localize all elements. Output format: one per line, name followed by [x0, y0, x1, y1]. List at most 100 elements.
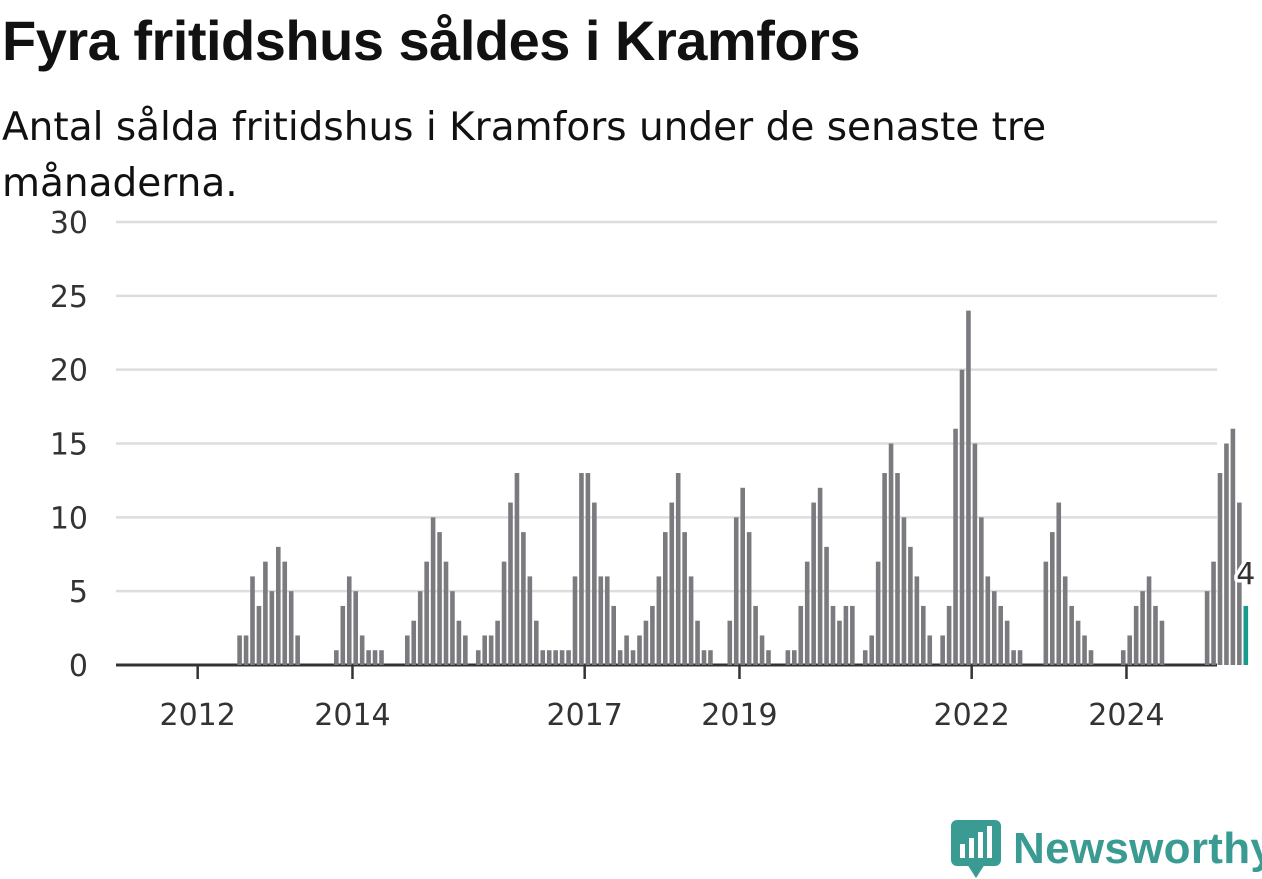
- bar: [430, 517, 436, 665]
- bar: [295, 635, 300, 665]
- bar: [792, 650, 797, 665]
- bar: [611, 605, 616, 665]
- bar: [359, 635, 365, 665]
- bar: [559, 650, 565, 665]
- bar: [959, 369, 965, 665]
- bar: [1211, 561, 1216, 665]
- y-axis-ticks: 0 5 10 15 20 25 30: [50, 206, 88, 684]
- bar: [521, 532, 526, 665]
- bar: [417, 591, 423, 665]
- bar: [921, 605, 926, 665]
- bar: [940, 635, 945, 665]
- bar: [753, 605, 758, 665]
- bar: [746, 532, 752, 665]
- bar: [1017, 650, 1023, 665]
- bar: [695, 620, 700, 665]
- bar: [1062, 576, 1068, 665]
- bar: [862, 650, 868, 665]
- bar: [966, 310, 971, 665]
- bar: [1140, 591, 1145, 665]
- bar: [495, 620, 500, 665]
- bar: [882, 473, 887, 665]
- bar: [837, 620, 842, 665]
- bar: [708, 650, 713, 665]
- bar: [953, 428, 958, 665]
- bar: [650, 605, 655, 665]
- bar: [346, 576, 352, 665]
- bar: [998, 605, 1003, 665]
- bar: [811, 502, 816, 665]
- y-tick-label: 5: [69, 575, 88, 610]
- bar: [411, 620, 417, 665]
- bar: [785, 650, 791, 665]
- bar: [888, 443, 894, 665]
- bar: [463, 635, 468, 665]
- bar: [572, 576, 578, 665]
- bar: [895, 473, 900, 665]
- bar: [1082, 635, 1087, 665]
- bar: [1146, 576, 1152, 665]
- bar: [688, 576, 694, 665]
- highlight-bar: [1243, 605, 1249, 665]
- x-tick-label: 2024: [1088, 698, 1164, 733]
- bar: [869, 635, 874, 665]
- y-tick-label: 15: [50, 428, 88, 463]
- x-tick-label: 2017: [546, 698, 622, 733]
- brand-logo: Newsworthy: [951, 820, 1262, 878]
- bar: [604, 576, 610, 665]
- bar: [733, 517, 739, 665]
- bar: [624, 635, 629, 665]
- bar: [598, 576, 604, 665]
- bar: [1088, 650, 1094, 665]
- bar: [250, 576, 255, 665]
- newsworthy-logo-icon: [951, 820, 1001, 878]
- bar: [630, 650, 636, 665]
- gridlines: [116, 220, 1217, 667]
- bar: [585, 473, 591, 665]
- bar: [850, 605, 855, 665]
- bar: [656, 576, 662, 665]
- bar: [643, 620, 649, 665]
- bar: [804, 561, 810, 665]
- bar: [1050, 532, 1055, 665]
- bar: [1224, 443, 1229, 665]
- bar: [843, 605, 849, 665]
- bar: [798, 605, 804, 665]
- bar: [443, 561, 449, 665]
- bar: [914, 576, 920, 665]
- bar: [1069, 605, 1074, 665]
- bar: [1004, 620, 1010, 665]
- bar: [1217, 473, 1223, 665]
- bar: [592, 502, 597, 665]
- bar: [766, 650, 771, 665]
- x-axis-ticks: 2012 2014 2017 2019 2022 2024: [159, 665, 1165, 733]
- bar: [663, 532, 668, 665]
- bar: [991, 591, 997, 665]
- bar: [1056, 502, 1062, 665]
- bar: [1230, 428, 1236, 665]
- bar: [553, 650, 558, 665]
- bar: [617, 650, 623, 665]
- bar: [908, 546, 913, 665]
- bar: [276, 546, 281, 665]
- bar: [1153, 605, 1158, 665]
- bar: [405, 635, 410, 665]
- bar: [727, 620, 733, 665]
- chart-title: Fyra fritidshus såldes i Kramfors: [2, 9, 861, 72]
- bar: [927, 635, 933, 665]
- y-tick-label: 25: [50, 280, 88, 315]
- y-tick-label: 30: [50, 206, 88, 241]
- annotations: 4: [1233, 553, 1259, 595]
- y-tick-label: 10: [50, 501, 88, 536]
- bar: [269, 591, 275, 665]
- bar: [372, 650, 378, 665]
- bar: [566, 650, 571, 665]
- bar: [675, 473, 681, 665]
- bar: [985, 576, 991, 665]
- bar: [979, 517, 984, 665]
- bar: [540, 650, 546, 665]
- bar: [263, 561, 268, 665]
- bar: [637, 635, 642, 665]
- bar: [701, 650, 707, 665]
